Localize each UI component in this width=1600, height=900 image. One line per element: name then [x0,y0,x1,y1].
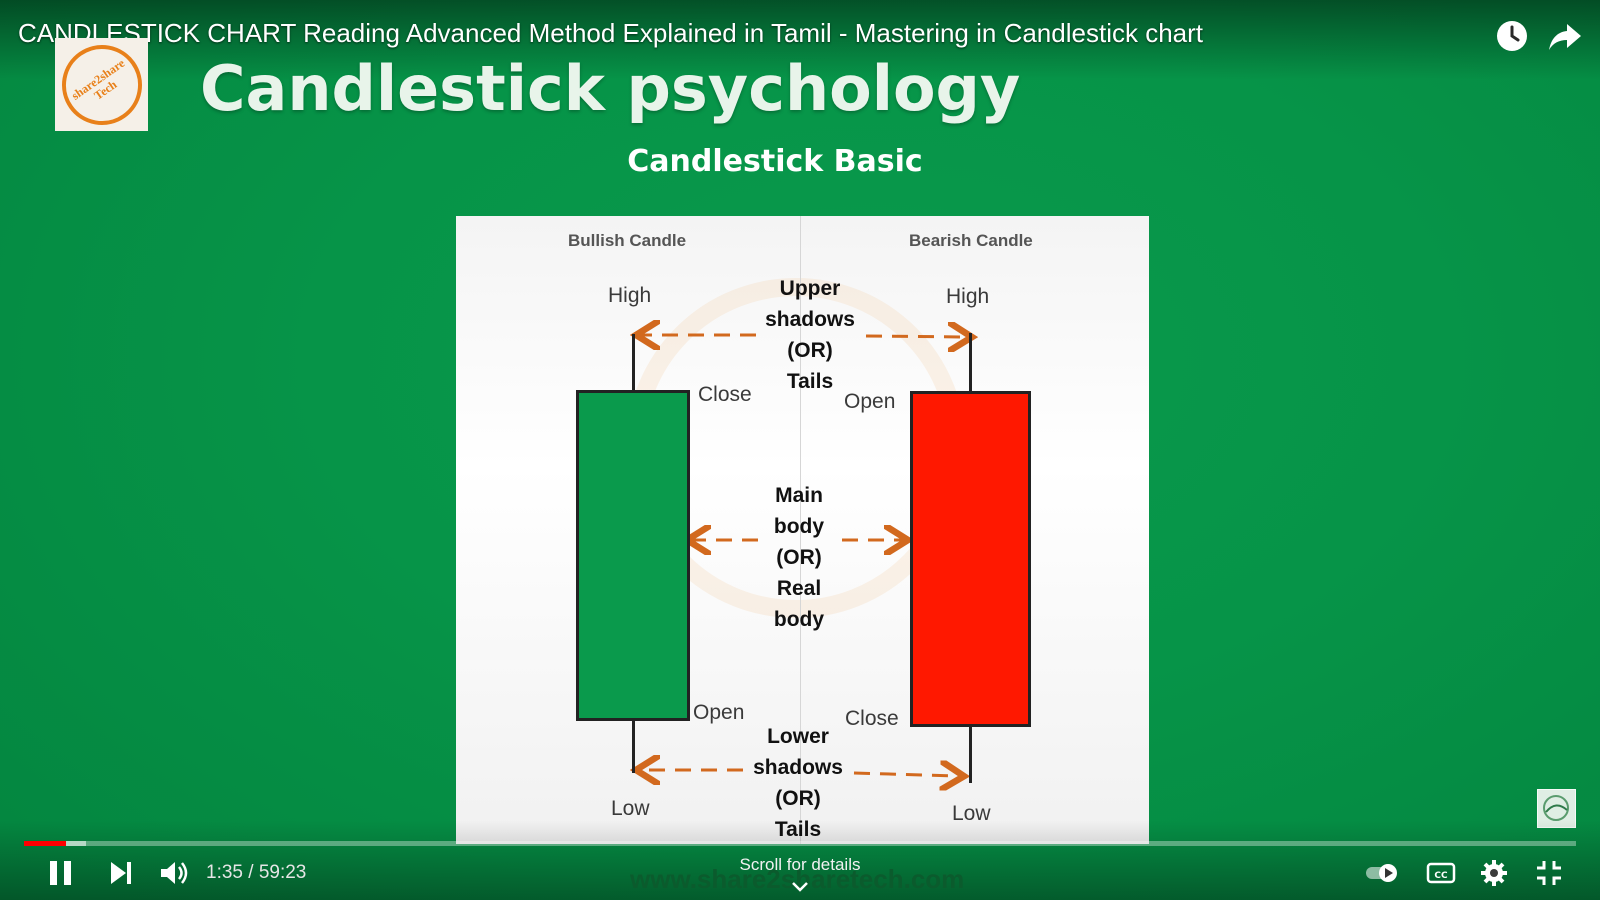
upper-line-4: Tails [786,370,834,393]
diagram-divider [800,216,801,844]
skip-next-icon[interactable] [106,858,136,888]
bullish-low-label: Low [611,797,650,820]
time-display: 1:35 / 59:23 [206,862,307,883]
main-line-2: body [773,515,825,538]
volume-icon[interactable] [158,858,190,888]
gear-icon[interactable] [1479,858,1509,888]
slide-website: www.share2sharetech.com [630,864,965,894]
bearish-open-label: Open [844,390,896,413]
player-bottom-overlay [0,820,1600,900]
upper-line-1: Upper [779,277,841,300]
bullish-high-label: High [608,284,652,307]
lower-shadow-arrow-right [853,773,958,776]
pause-icon[interactable] [46,858,76,888]
bearish-high-label: High [946,285,990,308]
candlestick-diagram: Bullish Candle Bearish Candle High Close… [456,216,1149,844]
main-line-4: Real [776,577,822,600]
progress-bar[interactable] [24,841,1576,846]
share-arrow-icon[interactable] [1547,18,1583,54]
bearish-upper-wick [969,333,972,393]
slide-heading: Candlestick psychology [200,52,1021,125]
upper-line-3: (OR) [787,339,833,362]
scroll-for-details[interactable]: Scroll for details [739,855,861,874]
channel-watermark-icon[interactable] [1537,789,1576,828]
video-title[interactable]: CANDLESTICK CHART Reading Advanced Metho… [18,18,1203,48]
bearish-close-label: Close [845,707,899,730]
bearish-header: Bearish Candle [909,231,1033,250]
autoplay-toggle-icon[interactable] [1364,858,1400,888]
lower-line-1: Lower [767,725,829,748]
upper-shadows-label: Upper shadows (OR) Tails [740,273,880,397]
main-body-label: Main body (OR) Real body [749,480,849,635]
progress-played [24,841,66,846]
upper-shadow-arrow-right [865,336,966,337]
exit-fullscreen-icon[interactable] [1534,858,1564,888]
bearish-low-label: Low [952,802,991,825]
bullish-upper-wick [632,334,635,392]
lower-line-2: shadows [753,756,843,779]
channel-logo: share2share Tech [45,28,158,141]
bullish-lower-wick [632,719,635,773]
clock-icon[interactable] [1494,18,1530,54]
captions-icon[interactable]: CC [1426,858,1456,888]
svg-text:CC: CC [1434,871,1448,881]
main-line-5: body [773,608,825,631]
slide-subheading: Candlestick Basic [627,144,923,179]
chevron-down-icon[interactable] [791,878,809,897]
main-line-3: (OR) [776,546,822,569]
bullish-candle-body [576,390,690,721]
bullish-close-label: Close [698,383,752,406]
lower-shadows-label: Lower shadows (OR) Tails [738,721,858,844]
lower-line-4: Tails [738,814,858,844]
bearish-lower-wick [969,725,972,783]
main-line-1: Main [775,484,823,507]
player-top-overlay [0,0,1600,80]
shadow-arrows [456,216,1149,844]
logo-emblem: share2share Tech [45,28,158,141]
bullish-open-label: Open [693,701,745,724]
lower-line-3: (OR) [775,787,821,810]
bearish-candle-body [910,391,1031,727]
bullish-header: Bullish Candle [568,231,687,250]
upper-line-2: shadows [765,308,855,331]
